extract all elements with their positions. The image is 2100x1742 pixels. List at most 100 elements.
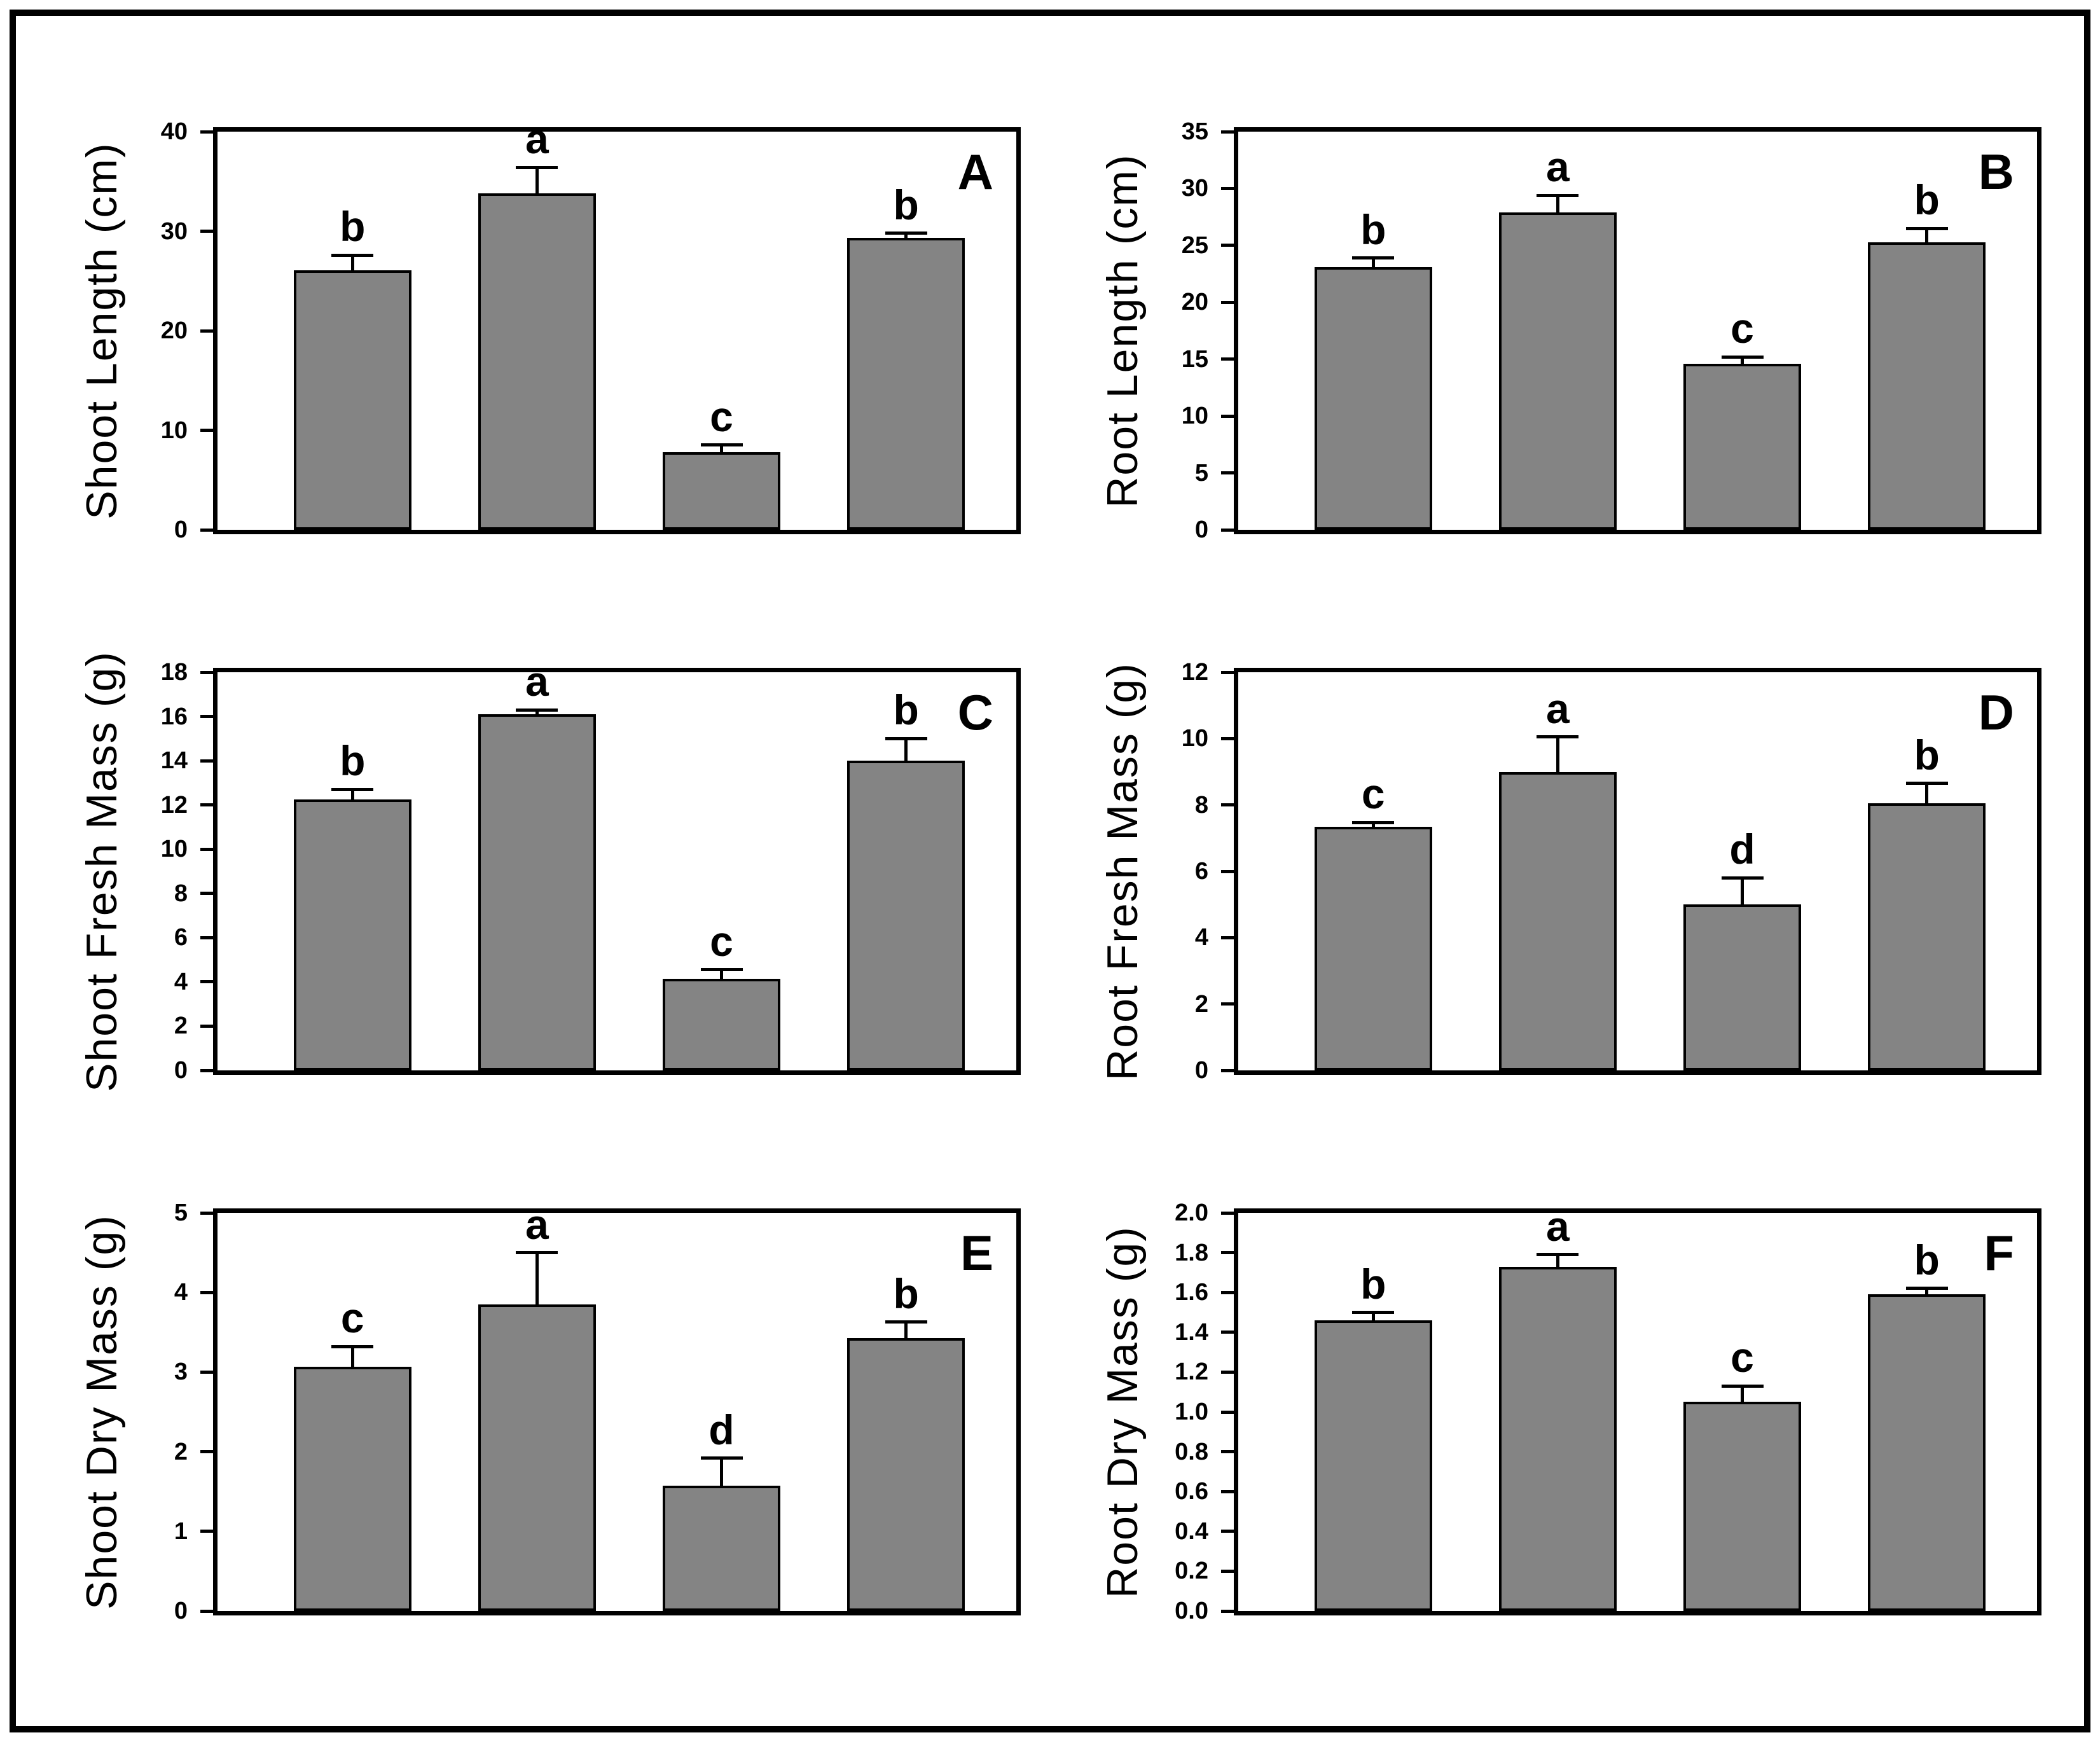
significance-letter: c: [1730, 305, 1754, 352]
plot-area: B 0 5 10 15 20 25 30 35 b a c b: [1182, 118, 2041, 543]
bar: [663, 978, 781, 1070]
plot-area: F 0.0 0.2 0.4 0.6 0.8 1.0 1.2 1.4 1.6 1.8 2.0 b a c b: [1175, 1199, 2041, 1624]
y-axis-tick: [1221, 300, 1234, 304]
y-tick-label: 10: [1181, 725, 1208, 752]
bar: [293, 799, 411, 1070]
chart-panel: Shoot Fresh Mass (g) C 0 2 4 6 8 10 12 14 16 18 b a…: [41, 651, 1033, 1092]
error-bar-cap: [1537, 193, 1579, 197]
y-tick-label: 2: [174, 1013, 188, 1040]
significance-letter: b: [893, 1269, 919, 1317]
bar: [1314, 826, 1432, 1070]
bar: [293, 1366, 411, 1611]
y-tick-label: 5: [174, 1199, 188, 1226]
bar: [1868, 803, 1986, 1070]
error-bar-cap: [1352, 256, 1395, 260]
y-axis-tick: [200, 1211, 213, 1215]
y-axis-tick: [1221, 130, 1234, 134]
y-tick-label: 15: [1181, 345, 1208, 373]
y-axis-tick: [1221, 1068, 1234, 1072]
y-tick-label: 6: [1194, 858, 1208, 885]
error-bar-stem: [1556, 195, 1559, 214]
y-tick-label: 8: [174, 880, 188, 907]
error-bar-stem: [535, 1252, 539, 1306]
y-tick-label: 4: [1194, 924, 1208, 951]
y-axis-tick: [1221, 414, 1234, 418]
significance-letter: a: [1546, 143, 1570, 191]
y-tick-label: 30: [1181, 175, 1208, 202]
error-bar-stem: [1741, 357, 1744, 365]
y-axis-tick: [1221, 471, 1234, 475]
bar: [1868, 242, 1986, 530]
bar: [663, 452, 781, 530]
error-bar-cap: [1537, 1253, 1579, 1257]
y-axis-tick: [200, 528, 213, 532]
error-bar-stem: [1741, 878, 1744, 906]
y-axis-tick: [200, 803, 213, 807]
y-tick-label: 10: [1181, 403, 1208, 430]
y-tick-label: 5: [1194, 459, 1208, 487]
plot-area: A 0 10 20 30 40 b a c b: [161, 118, 1021, 543]
bar: [1498, 1266, 1617, 1611]
significance-letter: c: [1361, 770, 1385, 818]
y-axis-tick: [200, 1024, 213, 1028]
y-axis-tick: [200, 1068, 213, 1072]
bar: [1683, 1402, 1802, 1611]
y-tick-label: 6: [174, 924, 188, 951]
error-bar-cap: [516, 165, 558, 169]
y-axis-tick: [1221, 803, 1234, 807]
error-bar-cap: [1352, 1311, 1395, 1314]
error-bar-cap: [700, 443, 743, 447]
y-tick-label: 14: [160, 747, 188, 775]
y-axis-tick: [1221, 528, 1234, 532]
figure-border: Shoot Length (cm) A 0 10 20 30 40 b a c b Root L…: [10, 10, 2090, 1732]
error-bar-stem: [1371, 822, 1375, 828]
error-bar-stem: [720, 1458, 724, 1488]
error-bar-stem: [1371, 258, 1375, 268]
error-bar-stem: [1925, 783, 1929, 805]
error-bar-stem: [1556, 1254, 1559, 1268]
y-tick-label: 1.8: [1175, 1239, 1208, 1266]
error-bar-cap: [1721, 876, 1764, 880]
error-bar-cap: [331, 1345, 374, 1348]
y-tick-label: 0.0: [1175, 1598, 1208, 1624]
error-bar-stem: [720, 445, 724, 453]
y-tick-label: 0: [1194, 1057, 1208, 1084]
error-bar-cap: [700, 968, 743, 972]
error-bar-stem: [1925, 228, 1929, 244]
error-bar-cap: [331, 787, 374, 791]
error-bar-stem: [1371, 1312, 1375, 1322]
y-tick-label: 1.0: [1175, 1399, 1208, 1425]
panel-letter: D: [1978, 684, 2014, 740]
y-tick-label: 18: [160, 659, 188, 686]
error-bar-cap: [1537, 735, 1579, 739]
y-axis-title: Root Length (cm): [1098, 153, 1147, 508]
error-bar-cap: [1721, 1384, 1764, 1388]
y-axis-tick: [200, 1450, 213, 1454]
significance-letter: b: [1914, 1236, 1940, 1283]
y-tick-label: 10: [160, 836, 188, 863]
y-tick-label: 8: [1194, 791, 1208, 819]
y-tick-label: 40: [160, 118, 188, 145]
y-axis-tick: [200, 1290, 213, 1294]
error-bar-cap: [1352, 820, 1395, 824]
significance-letter: b: [340, 203, 366, 251]
panel-letter: F: [1984, 1225, 2014, 1281]
significance-letter: b: [1360, 1260, 1386, 1308]
y-axis-tick: [1221, 1290, 1234, 1294]
significance-letter: c: [710, 392, 733, 440]
chart-panel: Shoot Dry Mass (g) E 0 1 2 3 4 5 c a d b: [41, 1192, 1033, 1631]
y-tick-label: 30: [160, 218, 188, 245]
y-axis-tick: [200, 670, 213, 674]
plot-area: D 0 2 4 6 8 10 12 c a d b: [1182, 659, 2041, 1084]
error-bar-stem: [350, 1346, 354, 1368]
error-bar-stem: [720, 969, 724, 980]
y-axis-tick: [1221, 244, 1234, 247]
significance-letter: a: [1546, 1202, 1570, 1250]
y-tick-label: 0.2: [1175, 1558, 1208, 1585]
error-bar-stem: [350, 789, 354, 801]
y-tick-label: 2.0: [1175, 1199, 1208, 1226]
y-tick-label: 2: [1194, 990, 1208, 1018]
y-axis-tick: [1221, 1490, 1234, 1493]
bar: [1314, 1320, 1432, 1611]
y-axis-tick: [1221, 1450, 1234, 1454]
